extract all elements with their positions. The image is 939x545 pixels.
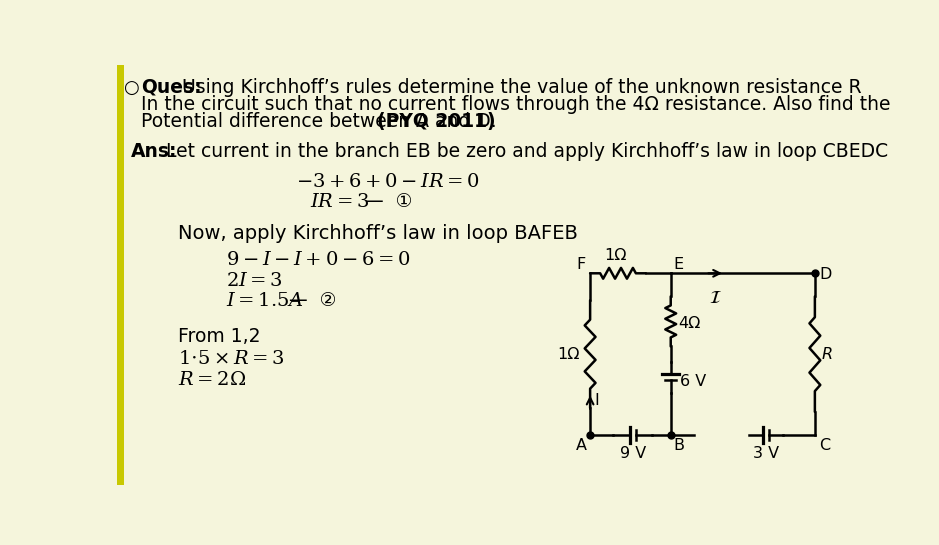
Text: $\mathcal{I}$: $\mathcal{I}$ <box>709 289 721 307</box>
Text: Let current in the branch EB be zero and apply Kirchhoff’s law in loop CBEDC: Let current in the branch EB be zero and… <box>166 142 888 161</box>
Text: $I=1.5A$: $I=1.5A$ <box>226 291 303 310</box>
Text: F: F <box>577 257 586 272</box>
Text: I: I <box>594 393 599 408</box>
Text: 3 V: 3 V <box>753 446 779 461</box>
Text: Now, apply Kirchhoff’s law in loop BAFEB: Now, apply Kirchhoff’s law in loop BAFEB <box>177 224 577 243</box>
Text: D: D <box>820 268 832 282</box>
Text: In the circuit such that no current flows through the 4Ω resistance. Also find t: In the circuit such that no current flow… <box>141 95 890 114</box>
Text: 6 V: 6 V <box>680 374 706 389</box>
Text: 9 V: 9 V <box>620 446 646 461</box>
Text: 1Ω: 1Ω <box>604 249 626 263</box>
Text: C: C <box>820 438 831 453</box>
Text: From 1,2: From 1,2 <box>177 327 260 346</box>
Text: Potential difference between A and D.: Potential difference between A and D. <box>141 112 502 131</box>
Bar <box>117 65 124 485</box>
Text: A: A <box>576 438 587 453</box>
Text: Ques:: Ques: <box>141 78 201 96</box>
Text: Using Kirchhoff’s rules determine the value of the unknown resistance R: Using Kirchhoff’s rules determine the va… <box>182 78 861 96</box>
Text: R: R <box>821 347 832 362</box>
Text: (PYQ 2011): (PYQ 2011) <box>377 112 496 131</box>
Text: 1Ω: 1Ω <box>557 347 579 362</box>
Text: ○: ○ <box>123 78 139 96</box>
Text: —  ①: — ① <box>365 192 413 211</box>
Text: 4Ω: 4Ω <box>679 316 700 331</box>
Text: —  ②: — ② <box>289 291 337 310</box>
Text: $1{\cdot}5\times R=3$: $1{\cdot}5\times R=3$ <box>177 349 285 368</box>
Text: Ans:: Ans: <box>131 142 177 161</box>
Text: B: B <box>674 438 685 453</box>
Text: $R=2\Omega$: $R=2\Omega$ <box>177 370 246 389</box>
Text: $2I=3$: $2I=3$ <box>226 271 283 290</box>
Text: $9-I-I+0-6=0$: $9-I-I+0-6=0$ <box>226 250 410 269</box>
Text: $IR=3$: $IR=3$ <box>310 192 369 211</box>
Text: $-3+6+0-IR=0$: $-3+6+0-IR=0$ <box>296 172 480 191</box>
Text: E: E <box>674 257 684 272</box>
